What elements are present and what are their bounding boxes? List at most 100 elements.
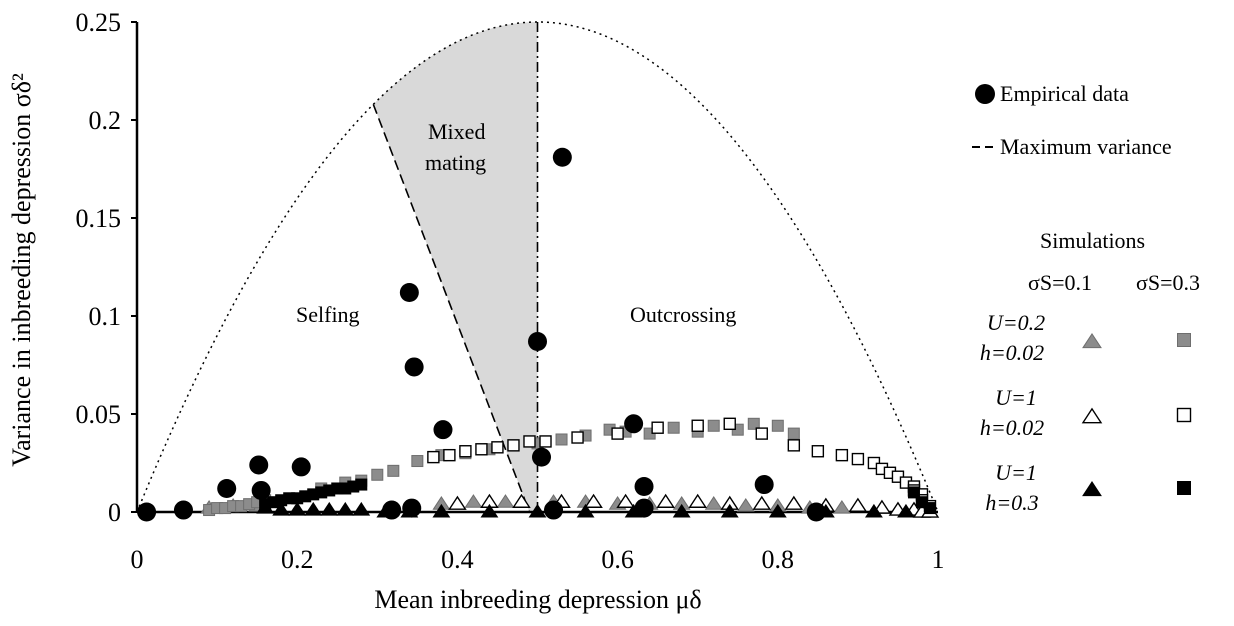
- series-3-point: [371, 468, 384, 481]
- series-4-point: [427, 450, 440, 464]
- series-1-point: [752, 495, 772, 510]
- series-2-point: [304, 501, 323, 516]
- y-axis-title: Variance in inbreeding depression σδ²: [7, 73, 36, 467]
- legend-triangle-open: [1081, 407, 1103, 424]
- empirical-point: [634, 498, 654, 518]
- series-5-point: [355, 478, 368, 491]
- series-5-point: [923, 502, 936, 515]
- legend-square-black: [1177, 481, 1191, 495]
- series-1-point: [448, 495, 467, 510]
- x-axis-title: Mean inbreeding depression μδ: [374, 585, 701, 614]
- x-tick-label: 0: [131, 545, 144, 574]
- series-2-point: [576, 503, 595, 518]
- region-label-selfing: Selfing: [296, 302, 360, 327]
- legend-row1-line1: U=0.2: [987, 310, 1045, 335]
- series-4-point: [651, 421, 664, 434]
- series-2-point: [432, 503, 451, 518]
- y-tick-label: 0.25: [76, 8, 122, 37]
- region-label-mixed-1: Mixed: [428, 119, 485, 144]
- y-tick-label: 0: [108, 498, 121, 527]
- empirical-point: [249, 455, 269, 475]
- legend-square-gray: [1177, 333, 1191, 347]
- legend-col1: σS=0.1: [1028, 270, 1092, 295]
- series-3-point: [555, 433, 568, 446]
- legend-max-variance-label: Maximum variance: [1000, 134, 1172, 159]
- series-1-point: [584, 493, 603, 508]
- series-3-point: [707, 419, 720, 432]
- series-3-point: [411, 455, 424, 468]
- legend-row3-line2: h=0.3: [985, 490, 1038, 515]
- empirical-point: [402, 498, 422, 518]
- series-2-point: [864, 503, 883, 518]
- x-tick-label: 0.6: [601, 545, 634, 574]
- series-2-point: [768, 503, 787, 518]
- empirical-point: [251, 480, 271, 500]
- legend-empirical-label: Empirical data: [1000, 81, 1129, 106]
- legend-col2: σS=0.3: [1136, 270, 1200, 295]
- legend-simulations-title: Simulations: [1040, 228, 1145, 253]
- x-tick-label: 0.8: [762, 545, 795, 574]
- series-4-point: [811, 445, 825, 458]
- legend-triangle-gray: [1082, 332, 1102, 349]
- x-tick-label: 1: [932, 545, 945, 574]
- series-0-point: [736, 498, 755, 512]
- series-2-point: [320, 501, 339, 516]
- legend-row2-line1: U=1: [995, 385, 1037, 410]
- series-5-point: [907, 486, 920, 499]
- series-4-point: [851, 452, 865, 466]
- x-tick-label: 0.2: [281, 545, 314, 574]
- series-4-point: [691, 419, 704, 432]
- series-1-point: [656, 493, 675, 508]
- legend-row3-line1: U=1: [995, 460, 1037, 485]
- empirical-point: [552, 147, 572, 167]
- mixed-mating-region: [372, 22, 539, 513]
- series-2-point: [897, 503, 915, 518]
- empirical-point: [532, 447, 552, 467]
- series-0-point: [496, 494, 515, 508]
- region-label-outcrossing: Outcrossing: [630, 302, 736, 327]
- y-tick-label: 0.15: [76, 204, 122, 233]
- series-4-point: [571, 431, 584, 444]
- empirical-point: [806, 502, 826, 522]
- empirical-point: [399, 282, 419, 302]
- series-4-point: [723, 417, 736, 430]
- y-tick-label: 0.2: [89, 106, 122, 135]
- legend: Empirical data Maximum variance Simulati…: [972, 81, 1200, 515]
- series-4-point: [835, 448, 849, 462]
- maximum-variance-curve: [136, 21, 939, 513]
- legend-triangle-black: [1082, 480, 1102, 497]
- series-0-point: [464, 494, 483, 508]
- series-2-point: [288, 501, 307, 516]
- series-4-point: [491, 441, 504, 454]
- legend-empirical-marker: [975, 84, 995, 104]
- legend-symbols: [1081, 332, 1192, 497]
- series-3-point: [667, 421, 680, 434]
- x-tick-label: 0.4: [441, 545, 474, 574]
- empirical-point: [382, 500, 402, 520]
- legend-row1-line2: h=0.02: [980, 340, 1044, 365]
- axes: 0 0.2 0.4 0.6 0.8 1 0 0.05 0.1 0.15 0.2 0.25: [76, 8, 945, 574]
- empirical-point: [433, 420, 453, 440]
- series-1-point: [688, 493, 707, 508]
- series-2-point: [672, 503, 691, 518]
- series-1-point: [784, 495, 804, 510]
- empirical-point: [404, 357, 424, 377]
- mixed-mating-shade: [373, 22, 538, 512]
- series-4-point: [755, 427, 768, 440]
- empirical-point: [528, 331, 547, 351]
- legend-row2-line2: h=0.02: [980, 415, 1044, 440]
- series-0-point: [832, 499, 851, 514]
- empirical-point: [291, 457, 311, 477]
- series-4-point: [459, 445, 472, 458]
- series-2-point: [352, 501, 371, 516]
- series-4-point: [443, 448, 456, 462]
- series-3-point: [387, 464, 400, 477]
- y-tick-label: 0.05: [76, 400, 122, 429]
- empirical-point: [754, 475, 774, 495]
- series-3-point: [771, 419, 784, 432]
- max-variance-path: [136, 21, 939, 513]
- series-2-point: [336, 501, 355, 516]
- series-4-point: [507, 439, 520, 452]
- series-4-point: [539, 435, 552, 448]
